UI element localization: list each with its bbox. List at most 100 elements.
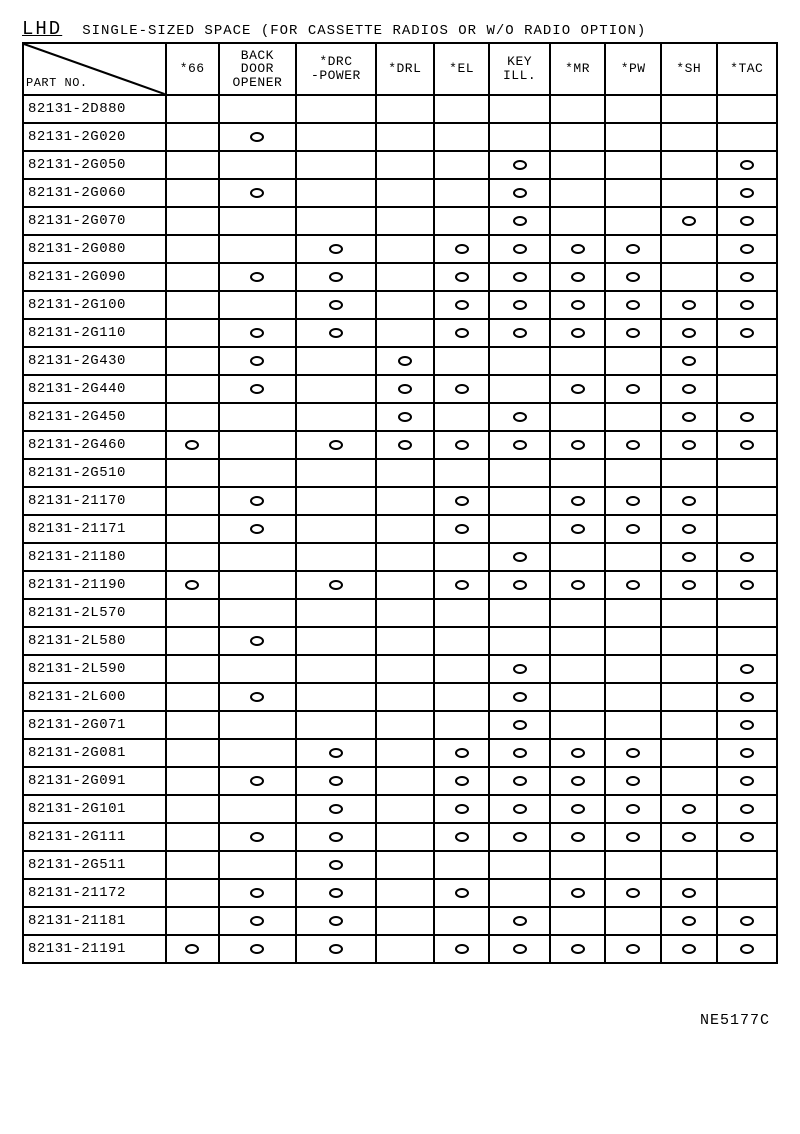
circle-mark-icon [455,888,469,898]
part-number-cell: 82131-2G091 [23,767,166,795]
mark-cell [166,795,219,823]
circle-mark-icon [455,496,469,506]
mark-cell [489,571,549,599]
mark-cell [296,599,376,627]
mark-cell [489,795,549,823]
mark-cell [219,655,296,683]
mark-cell [550,431,606,459]
mark-cell [605,907,661,935]
part-number-cell: 82131-2G020 [23,123,166,151]
mark-cell [717,515,777,543]
mark-cell [434,123,490,151]
circle-mark-icon [740,300,754,310]
table-row: 82131-2G430 [23,347,777,375]
part-number-cell: 82131-2G450 [23,403,166,431]
circle-mark-icon [682,552,696,562]
mark-cell [376,263,434,291]
mark-cell [550,487,606,515]
circle-mark-icon [682,804,696,814]
table-row: 82131-2G070 [23,207,777,235]
circle-mark-icon [329,944,343,954]
mark-cell [550,95,606,123]
circle-mark-icon [250,496,264,506]
mark-cell [489,655,549,683]
parts-table: PART NO.*66BACKDOOROPENER*DRC-POWER*DRL*… [22,42,778,964]
circle-mark-icon [740,552,754,562]
mark-cell [605,291,661,319]
mark-cell [661,655,717,683]
mark-cell [661,879,717,907]
mark-cell [166,767,219,795]
mark-cell [166,571,219,599]
mark-cell [296,655,376,683]
table-row: 82131-2G450 [23,403,777,431]
mark-cell [661,515,717,543]
mark-cell [219,879,296,907]
circle-mark-icon [185,440,199,450]
mark-cell [661,935,717,963]
mark-cell [661,907,717,935]
table-row: 82131-2G100 [23,291,777,319]
col-header: *PW [605,43,661,95]
mark-cell [376,543,434,571]
mark-cell [376,879,434,907]
mark-cell [661,711,717,739]
mark-cell [605,515,661,543]
mark-cell [489,375,549,403]
lhd-label: LHD [22,18,62,40]
mark-cell [219,515,296,543]
circle-mark-icon [513,300,527,310]
mark-cell [717,291,777,319]
circle-mark-icon [682,496,696,506]
mark-cell [605,739,661,767]
mark-cell [434,795,490,823]
part-number-cell: 82131-21171 [23,515,166,543]
mark-cell [219,795,296,823]
circle-mark-icon [740,664,754,674]
part-number-cell: 82131-2D880 [23,95,166,123]
table-row: 82131-21171 [23,515,777,543]
mark-cell [434,319,490,347]
circle-mark-icon [626,328,640,338]
circle-mark-icon [682,916,696,926]
mark-cell [717,711,777,739]
mark-cell [219,739,296,767]
circle-mark-icon [626,748,640,758]
mark-cell [661,851,717,879]
mark-cell [219,683,296,711]
mark-cell [219,319,296,347]
mark-cell [717,487,777,515]
mark-cell [661,431,717,459]
mark-cell [434,431,490,459]
circle-mark-icon [626,804,640,814]
circle-mark-icon [626,580,640,590]
circle-mark-icon [571,300,585,310]
mark-cell [717,235,777,263]
circle-mark-icon [682,944,696,954]
mark-cell [605,795,661,823]
circle-mark-icon [571,384,585,394]
mark-cell [434,235,490,263]
circle-mark-icon [185,580,199,590]
circle-mark-icon [455,832,469,842]
mark-cell [376,627,434,655]
table-row: 82131-2G511 [23,851,777,879]
mark-cell [717,739,777,767]
mark-cell [489,179,549,207]
mark-cell [296,515,376,543]
table-body: 82131-2D88082131-2G02082131-2G05082131-2… [23,95,777,963]
mark-cell [166,627,219,655]
mark-cell [489,123,549,151]
mark-cell [489,879,549,907]
mark-cell [219,347,296,375]
circle-mark-icon [513,160,527,170]
circle-mark-icon [626,496,640,506]
mark-cell [219,851,296,879]
mark-cell [219,487,296,515]
mark-cell [296,235,376,263]
circle-mark-icon [329,440,343,450]
circle-mark-icon [571,944,585,954]
circle-mark-icon [571,244,585,254]
mark-cell [296,375,376,403]
mark-cell [717,627,777,655]
